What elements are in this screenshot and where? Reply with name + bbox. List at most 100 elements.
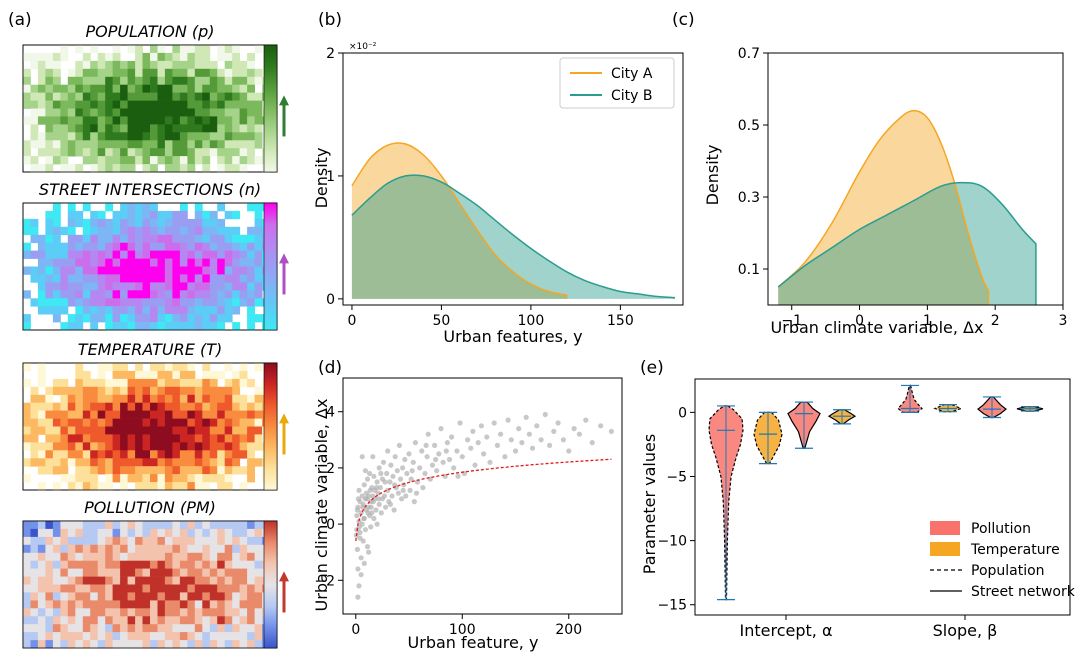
map-cell: [30, 576, 39, 585]
map-cell: [45, 450, 54, 459]
map-cell: [45, 156, 54, 165]
d-scatter-point: [459, 454, 465, 460]
map-cell: [202, 76, 211, 86]
map-cell: [217, 528, 226, 538]
map-cell: [150, 386, 158, 396]
map-cell: [105, 474, 114, 483]
map-cell: [202, 466, 211, 475]
map-cell: [23, 458, 31, 467]
map-cell: [90, 521, 99, 530]
map-cell: [127, 378, 136, 388]
map-cell: [202, 274, 211, 283]
d-scatter-point: [409, 468, 415, 474]
map-cell: [217, 466, 226, 475]
map-cell: [135, 450, 143, 459]
map-cell: [127, 576, 136, 585]
map-cell: [157, 76, 166, 86]
map-cell: [157, 386, 166, 396]
map-cell: [194, 474, 203, 483]
d-scatter-point: [378, 470, 384, 477]
map-cell: [120, 434, 128, 443]
map-cell: [52, 410, 61, 419]
map-cell: [179, 60, 188, 70]
map-cell: [247, 203, 255, 212]
map-cell: [194, 552, 203, 562]
map-cell: [202, 314, 211, 323]
map-cell: [120, 298, 128, 307]
d-scatter-point: [411, 499, 417, 505]
map-cell: [120, 521, 128, 530]
map-cell: [120, 60, 128, 70]
map-cell: [150, 100, 158, 109]
map-cell: [202, 458, 211, 467]
map-cell: [82, 68, 91, 78]
map-cell: [45, 234, 54, 244]
map-cell: [142, 434, 151, 443]
map-cell: [105, 482, 114, 491]
map-cell: [82, 132, 91, 141]
map-cell: [97, 108, 106, 117]
d-scatter-point: [413, 490, 420, 496]
map-cell: [194, 100, 203, 109]
map-cell: [254, 640, 263, 649]
map-cell: [67, 210, 76, 220]
map-cell: [67, 624, 76, 633]
map-cell: [82, 370, 91, 380]
map-cell: [45, 290, 54, 299]
map-cell: [209, 386, 218, 396]
map-cell: [150, 45, 158, 54]
map-cell: [90, 282, 99, 291]
map-cell: [37, 60, 46, 70]
map-cell: [232, 544, 241, 554]
map-cell: [67, 100, 76, 109]
c-x-tick-label: −1: [781, 313, 802, 329]
map-cell: [105, 306, 114, 315]
map-cell: [120, 632, 128, 641]
map-cell: [232, 528, 241, 538]
map-cell: [179, 466, 188, 475]
map-cell: [52, 60, 61, 70]
map-cell: [90, 108, 99, 117]
map-cell: [90, 116, 99, 125]
map-cell: [172, 370, 181, 380]
map-cell: [127, 84, 136, 93]
map-cell: [247, 100, 255, 109]
map-cell: [217, 600, 226, 609]
map-cell: [187, 426, 196, 435]
map-cell: [157, 314, 166, 323]
map-cell: [157, 363, 166, 372]
d-scatter-point: [417, 465, 423, 471]
map-cell: [112, 521, 121, 530]
d-x-tick-label: 200: [555, 622, 582, 638]
map-cell: [254, 608, 263, 617]
map-cell: [194, 76, 203, 86]
map-cell: [254, 258, 263, 267]
map-cell: [112, 290, 121, 299]
map-cell: [97, 426, 106, 435]
map-cell: [194, 568, 203, 577]
map-cell: [239, 482, 248, 491]
map-cell: [164, 370, 173, 380]
map-cell: [209, 282, 218, 291]
map-cell: [247, 306, 255, 315]
map-cell: [194, 378, 203, 388]
map-cell: [202, 402, 211, 411]
map-cell: [135, 363, 143, 372]
map-cell: [202, 218, 211, 228]
map-cell: [135, 482, 143, 491]
map-cell: [239, 108, 248, 117]
map-cell: [179, 458, 188, 467]
d-scatter-point: [364, 496, 370, 502]
map-cell: [120, 482, 128, 491]
map-cell: [105, 258, 114, 267]
map-cell: [194, 418, 203, 427]
map-cell: [224, 60, 233, 70]
map-cell: [90, 544, 99, 554]
map-cell: [150, 250, 158, 259]
map-cell: [194, 274, 203, 283]
map-cell: [90, 148, 99, 157]
c-y-tick-label: 0.1: [738, 262, 760, 278]
map-cell: [224, 68, 233, 78]
map-cell: [187, 616, 196, 625]
map-cell: [254, 282, 263, 291]
